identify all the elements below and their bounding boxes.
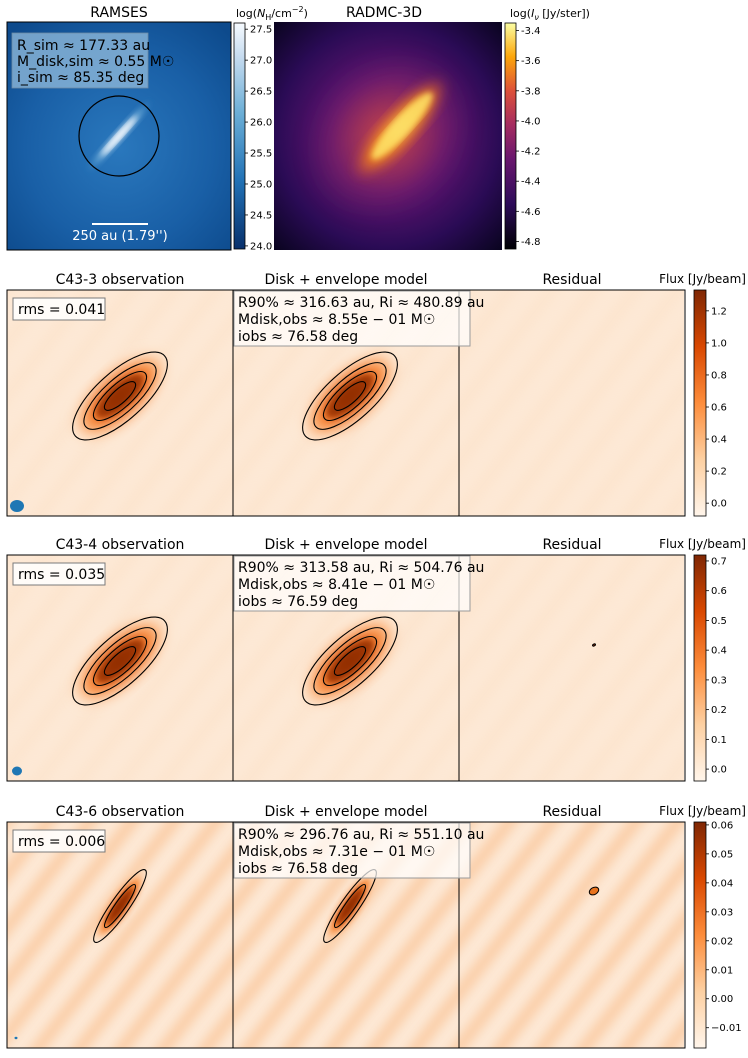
radmc-colorbar-tick-label: -4.8: [521, 237, 541, 248]
radmc-colorbar-tick-label: -4.2: [521, 147, 541, 158]
iobs-label: iobs ≈ 76.58 deg: [238, 329, 358, 345]
r90-label: R90% ≈ 316.63 au, Ri ≈ 480.89 au: [238, 295, 484, 311]
flux-colorbar-tick-label: 0.7: [711, 556, 727, 567]
radmc-colorbar-tick-label: -4.6: [521, 207, 541, 218]
observation-title: C43-3 observation: [56, 272, 185, 288]
flux-colorbar-tick-label: 0.8: [711, 370, 727, 381]
r90-label: R90% ≈ 313.58 au, Ri ≈ 504.76 au: [238, 560, 484, 576]
residual-contour-3: [588, 886, 600, 896]
flux-colorbar-tick-label: 0.1: [711, 735, 727, 746]
flux-colorbar-label: Flux [Jy/beam]: [659, 272, 746, 286]
ramses-colorbar-label: log(NH/cm−2): [236, 5, 308, 22]
residual-title: Residual: [542, 272, 601, 288]
residual-contour-2: [592, 643, 596, 647]
flux-colorbar-tick-label: 0.6: [711, 403, 727, 414]
observation-disk-1: [70, 349, 170, 443]
scale-bar-label: 250 au (1.79''): [72, 229, 168, 244]
observation-title: C43-4 observation: [56, 537, 185, 553]
observation-disk-2: [70, 614, 170, 708]
model-disk-1: [300, 349, 400, 443]
rms-label: rms = 0.041: [18, 302, 105, 318]
flux-colorbar-tick-label: 0.06: [711, 820, 733, 831]
ramses-title: RAMSES: [90, 5, 148, 21]
ramses-colorbar: 27.5 27.0 26.5 26.0 25.5 25.0 24.5 24.0 log(NH/…: [233, 5, 308, 252]
mdisk-label: Mdisk,obs ≈ 8.41e − 01 M☉: [238, 577, 435, 593]
flux-colorbar-1: 1.2 1.0 0.8 0.6 0.4 0.2 0.0 Flux [Jy/beam]: [659, 272, 746, 517]
flux-colorbar-tick-label: 0.6: [711, 586, 727, 597]
flux-colorbar-3: 0.06 0.05 0.04 0.03 0.02 0.01 0.00 −0.01 Flux [J…: [659, 804, 746, 1049]
rms-label: rms = 0.035: [18, 567, 105, 583]
radmc-colorbar-label: log(Iν [Jy/ster]): [510, 7, 590, 22]
flux-colorbar-tick-label: 0.2: [711, 705, 727, 716]
flux-colorbar-tick-label: 0.03: [711, 907, 733, 918]
residual-title: Residual: [542, 537, 601, 553]
flux-colorbar-label: Flux [Jy/beam]: [659, 537, 746, 551]
model-title: Disk + envelope model: [264, 272, 427, 288]
residual-title: Residual: [542, 804, 601, 820]
iobs-label: iobs ≈ 76.58 deg: [238, 861, 358, 877]
model-title: Disk + envelope model: [264, 804, 427, 820]
mdisk-label: Mdisk,obs ≈ 8.55e − 01 M☉: [238, 312, 435, 328]
ramses-annot-isim: i_sim ≈ 85.35 deg: [17, 70, 144, 86]
beam-ellipse-1: [10, 500, 24, 512]
flux-colorbar-tick-label: 0.0: [711, 499, 727, 510]
mdisk-label: Mdisk,obs ≈ 7.31e − 01 M☉: [238, 844, 435, 860]
ramses-annot-rsim: R_sim ≈ 177.33 au: [17, 38, 150, 54]
observation-title: C43-6 observation: [56, 804, 185, 820]
flux-colorbar-tick-label: 0.04: [711, 878, 733, 889]
flux-colorbar-label: Flux [Jy/beam]: [659, 804, 746, 818]
flux-colorbar-tick-label: 0.00: [711, 994, 733, 1005]
row-3: C43-6 observation Disk + envelope model Re…: [6, 804, 746, 1049]
radmc-colorbar-tick-label: -4.4: [521, 177, 541, 188]
ramses-colorbar-tick-label: 26.0: [250, 118, 272, 129]
radmc-colorbar: -3.4 -3.6 -3.8 -4.0 -4.2 -4.4 -4.6 -4.8 log(Iν …: [504, 7, 590, 250]
flux-colorbar-tick-label: 0.01: [711, 965, 733, 976]
flux-colorbar-2: 0.7 0.6 0.5 0.4 0.3 0.2 0.1 0.0 Flux [Jy/beam]: [659, 537, 746, 782]
ramses-colorbar-tick-label: 27.0: [250, 56, 272, 67]
flux-colorbar-tick-label: 0.4: [711, 646, 727, 657]
flux-colorbar-tick-label: 0.4: [711, 435, 727, 446]
observation-disk-3: [92, 869, 148, 943]
flux-colorbar-tick-label: 0.5: [711, 616, 727, 627]
flux-colorbar-tick-label: 1.0: [711, 338, 727, 349]
radmc-colorbar-tick-label: -3.6: [521, 56, 541, 67]
radmc-colorbar-tick-label: -4.0: [521, 116, 541, 127]
beam-ellipse-3: [14, 1036, 18, 1040]
row-2: C43-4 observation Disk + envelope model Re…: [6, 537, 746, 782]
flux-colorbar-tick-label: 0.05: [711, 849, 733, 860]
radmc-colorbar-tick-label: -3.8: [521, 86, 541, 97]
flux-colorbar-tick-label: 1.2: [711, 306, 727, 317]
iobs-label: iobs ≈ 76.59 deg: [238, 594, 358, 610]
ramses-panel: R_sim ≈ 177.33 au M_disk,sim ≈ 0.55 M☉ i…: [6, 5, 232, 251]
flux-colorbar-tick-label: 0.2: [711, 467, 727, 478]
model-disk-2: [300, 614, 400, 708]
flux-colorbar-tick-label: 0.02: [711, 936, 733, 947]
radmc-colorbar-tick-label: -3.4: [521, 26, 541, 37]
flux-colorbar-tick-label: 0.0: [711, 765, 727, 776]
ramses-colorbar-tick-label: 26.5: [250, 87, 272, 98]
flux-colorbar-tick-label: −0.01: [711, 1023, 742, 1034]
rms-label: rms = 0.006: [18, 834, 105, 850]
radmc-title: RADMC-3D: [346, 5, 422, 21]
ramses-colorbar-tick-label: 24.5: [250, 210, 272, 221]
r90-label: R90% ≈ 296.76 au, Ri ≈ 551.10 au: [238, 827, 484, 843]
flux-colorbar-tick-label: 0.3: [711, 675, 727, 686]
model-disk-3: [322, 869, 378, 943]
ramses-colorbar-tick-label: 25.0: [250, 179, 272, 190]
ramses-colorbar-tick-label: 24.0: [250, 241, 272, 252]
beam-ellipse-2: [12, 766, 22, 776]
ramses-colorbar-tick-label: 27.5: [250, 25, 272, 36]
ramses-colorbar-tick-label: 25.5: [250, 149, 272, 160]
radmc-panel: RADMC-3D: [274, 5, 502, 250]
model-title: Disk + envelope model: [264, 537, 427, 553]
row-1: C43-3 observation Disk + envelope model Re…: [6, 272, 746, 517]
ramses-annot-mdisk: M_disk,sim ≈ 0.55 M☉: [17, 54, 174, 70]
